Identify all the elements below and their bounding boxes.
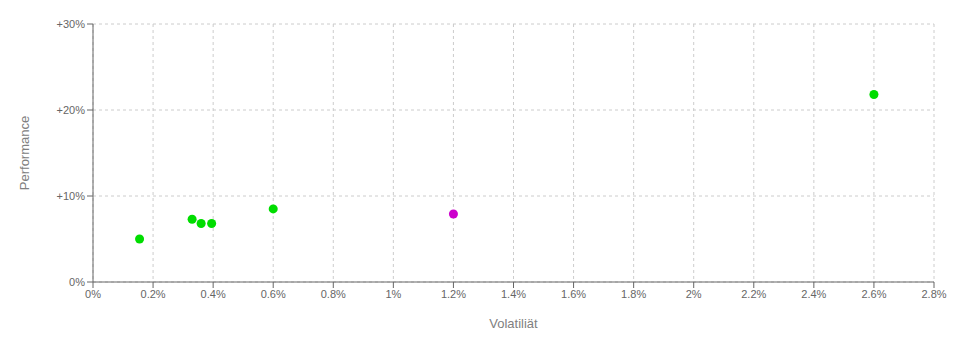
svg-text:0.8%: 0.8% [321, 288, 346, 300]
svg-text:0%: 0% [69, 276, 85, 288]
svg-text:1%: 1% [385, 288, 401, 300]
svg-text:2.6%: 2.6% [861, 288, 886, 300]
svg-text:1.4%: 1.4% [501, 288, 526, 300]
svg-text:0.4%: 0.4% [201, 288, 226, 300]
svg-text:2.2%: 2.2% [741, 288, 766, 300]
svg-text:Performance: Performance [17, 116, 32, 190]
svg-text:0%: 0% [85, 288, 101, 300]
svg-text:2.8%: 2.8% [921, 288, 946, 300]
svg-text:2.4%: 2.4% [801, 288, 826, 300]
svg-text:Volatiliät: Volatiliät [489, 316, 538, 331]
svg-text:0.6%: 0.6% [261, 288, 286, 300]
svg-text:+20%: +20% [57, 104, 86, 116]
svg-text:+10%: +10% [57, 190, 86, 202]
svg-text:1.8%: 1.8% [621, 288, 646, 300]
svg-text:0.2%: 0.2% [141, 288, 166, 300]
svg-text:1.2%: 1.2% [441, 288, 466, 300]
svg-text:1.6%: 1.6% [561, 288, 586, 300]
svg-text:2%: 2% [686, 288, 702, 300]
svg-text:+30%: +30% [57, 18, 86, 30]
